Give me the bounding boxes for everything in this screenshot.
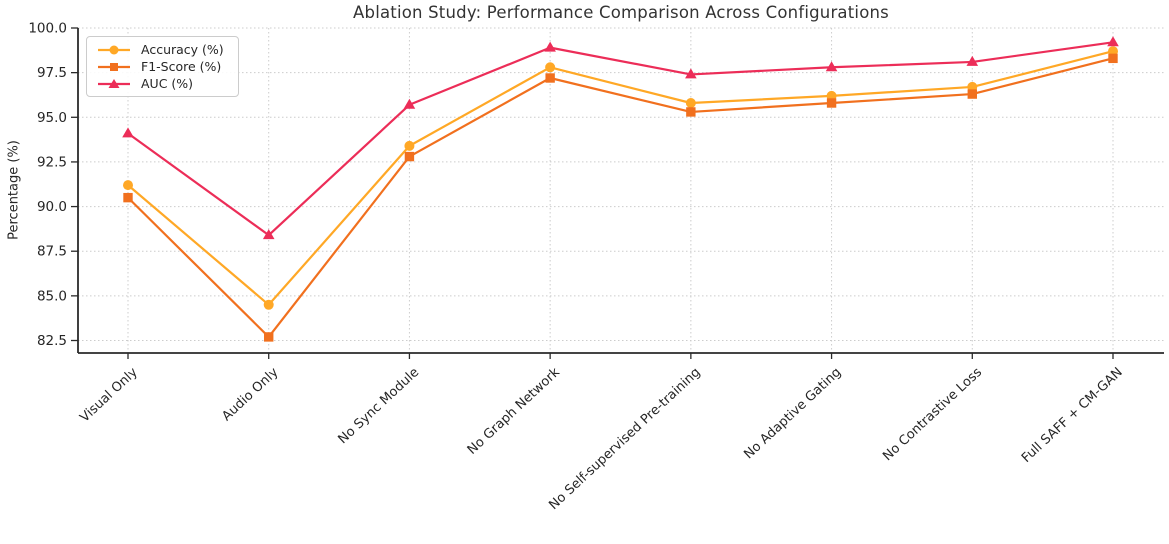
- x-tick-label: No Adaptive Gating: [741, 365, 844, 462]
- y-tick-label: 92.5: [37, 154, 67, 170]
- series-accuracy: [123, 46, 1118, 310]
- auc-line-marker-icon: [98, 78, 130, 88]
- y-tick-label: 90.0: [37, 199, 67, 215]
- legend-label-auc: AUC (%): [141, 76, 194, 91]
- chart-title: Ablation Study: Performance Comparison A…: [353, 3, 889, 22]
- x-tick-labels: Visual Only Audio Only No Sync Module No Gr…: [77, 353, 1126, 513]
- x-tick-label: No Graph Network: [465, 365, 563, 458]
- f1-score-line-marker-icon: [98, 62, 130, 71]
- accuracy-line: [127, 50, 1114, 306]
- legend-item-accuracy: Accuracy (%): [96, 42, 224, 57]
- x-tick-label: No Sync Module: [335, 365, 422, 447]
- y-tick-label: 97.5: [37, 65, 67, 81]
- x-tick-label: Visual Only: [77, 365, 141, 426]
- series-auc: [122, 36, 1119, 240]
- accuracy-line-marker-icon: [98, 45, 130, 54]
- y-tick-labels: 82.5 85.0 87.5 90.0 92.5 95.0 97.5 100.0: [28, 21, 78, 349]
- chart-legend: Accuracy (%) F1-Score (%) AUC (%): [86, 36, 239, 97]
- legend-item-auc: AUC (%): [96, 76, 224, 91]
- x-tick-label: Audio Only: [219, 365, 281, 425]
- legend-label-f1-score: F1-Score (%): [141, 59, 222, 74]
- y-tick-label: 95.0: [37, 110, 67, 126]
- y-tick-label: 82.5: [37, 333, 67, 349]
- x-tick-label: Full SAFF + CM-GAN: [1019, 365, 1126, 466]
- y-tick-label: 87.5: [37, 244, 67, 260]
- gridlines: [78, 27, 1164, 353]
- series-f1-score: [123, 53, 1118, 342]
- x-tick-label: No Self-supervised Pre-training: [546, 365, 703, 513]
- f1-score-line: [127, 57, 1114, 339]
- x-tick-label: No Contrastive Loss: [880, 365, 985, 464]
- legend-label-accuracy: Accuracy (%): [141, 42, 224, 57]
- y-tick-label: 100.0: [28, 21, 67, 37]
- legend-item-f1-score: F1-Score (%): [96, 59, 224, 74]
- y-tick-label: 85.0: [37, 288, 67, 304]
- auc-line: [127, 41, 1114, 237]
